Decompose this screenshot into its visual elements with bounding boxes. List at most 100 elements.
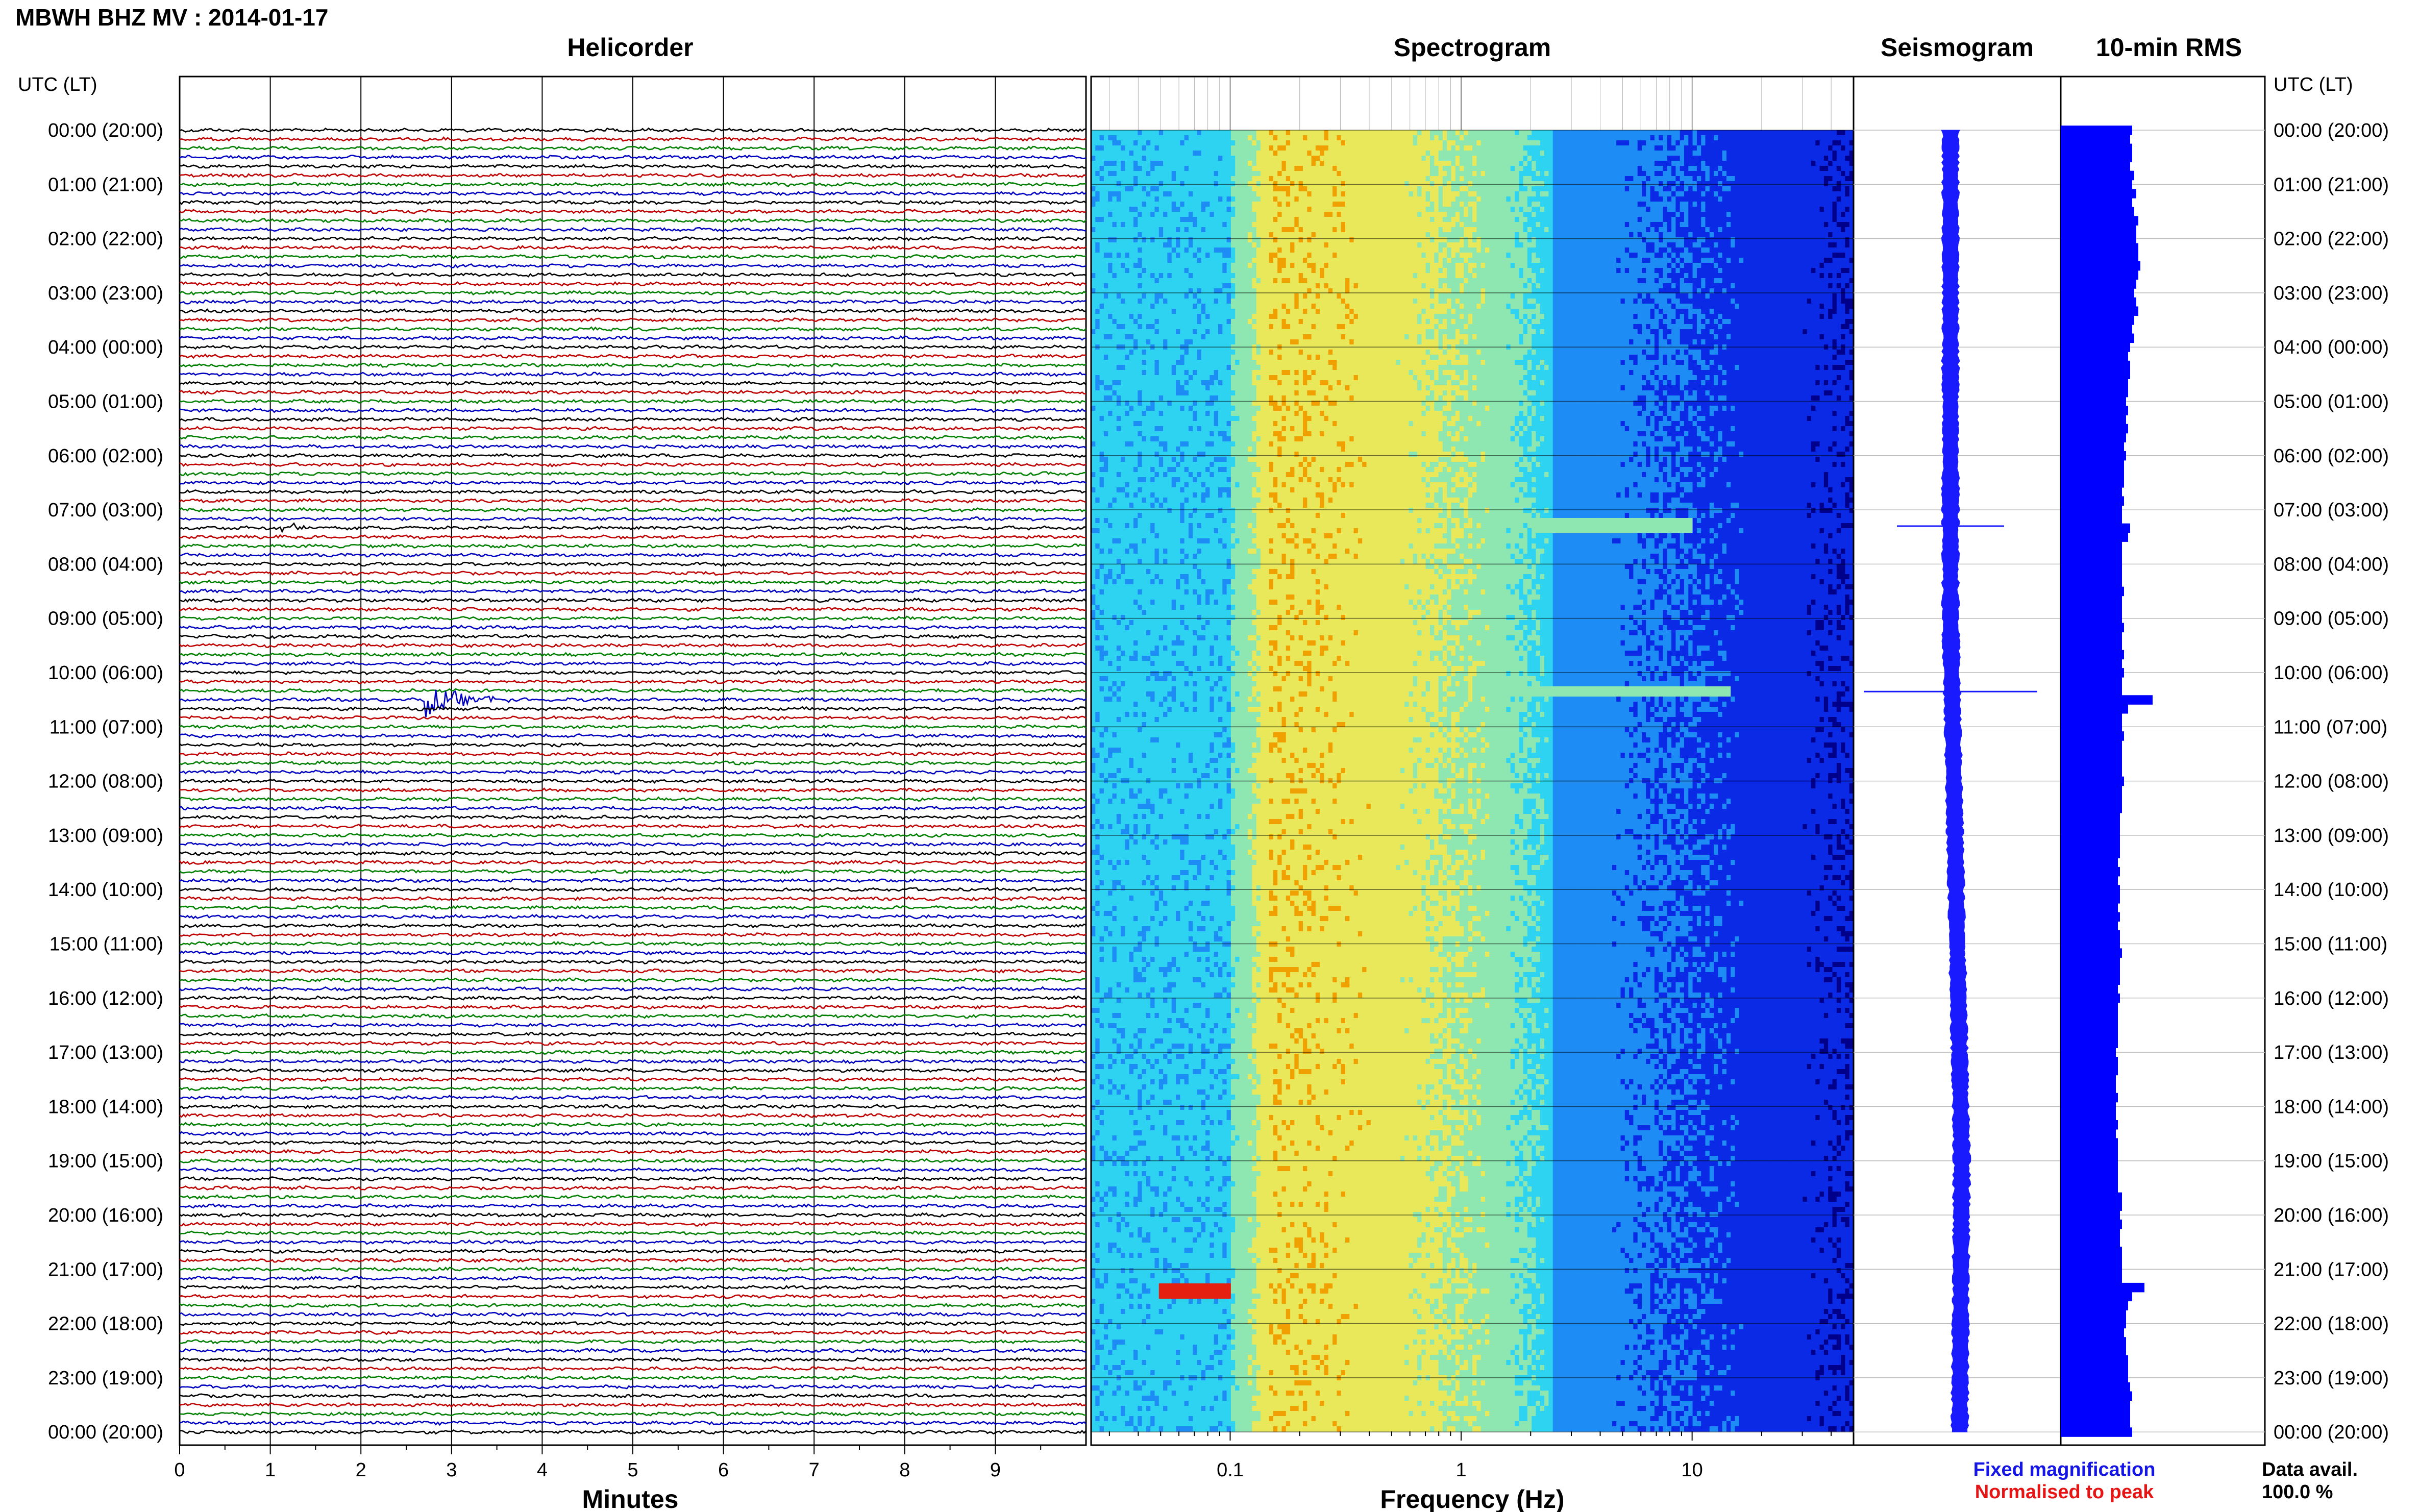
spectrogram-cell [1841,140,1845,146]
spectrogram-cell [1536,140,1541,146]
spectrogram-cell [1142,151,1147,156]
spectrogram-cell [1684,145,1689,151]
spectrogram-cell [1697,181,1701,187]
spectrogram-cell [1252,151,1256,156]
spectrogram-cell [1722,151,1727,156]
spectrogram-cell [1447,186,1451,192]
spectrogram-cell [1113,156,1117,161]
spectrogram-cell [1540,171,1545,177]
spectrogram-cell [1599,145,1604,151]
spectrogram-cell [1172,191,1176,197]
spectrogram-cell [1561,186,1566,192]
time-label-right: 21:00 (17:00) [2274,1259,2389,1280]
spectrogram-cell [1138,140,1142,146]
spectrogram-cell [1511,186,1515,192]
time-label-right: 00:00 (20:00) [2274,120,2389,141]
spectrogram-cell [1532,145,1536,151]
spectrogram-cell [1265,151,1269,156]
spectrogram-cell [1312,191,1316,197]
spectrogram-cell [1468,166,1473,171]
spectrogram-cell [1655,181,1659,187]
spectrogram-cell [1155,186,1159,192]
spectrogram-cell [1252,171,1256,177]
spectrogram-cell [1417,145,1422,151]
spectrogram-cell [1294,130,1299,136]
spectrogram-cell [1680,156,1685,161]
spectrogram-cell [1638,135,1642,141]
spectrogram-cell [1421,130,1426,136]
spectrogram-cell [1798,176,1803,182]
spectrogram-cell [1532,186,1536,192]
spectrogram-cell [1388,176,1392,182]
spectrogram-cell [1421,140,1426,146]
spectrogram-cell [1506,166,1511,171]
spectrogram-cell [1332,135,1337,141]
spectrogram-cell [1557,130,1562,136]
spectrogram-cell [1167,145,1172,151]
spectrogram-cell [1773,176,1778,182]
spectrogram-cell [1443,145,1447,151]
spectrogram-cell [1256,130,1261,136]
spectrogram-cell [1506,161,1511,166]
spectrogram-cell [1430,186,1435,192]
spectrogram-cell [1324,171,1329,177]
spectrogram-cell [1121,140,1125,146]
spectrogram-cell [1121,151,1125,156]
spectrogram-cell [1125,181,1129,187]
spectrogram-cell [1447,130,1451,136]
spectrogram-cell [1240,151,1244,156]
spectrogram-cell [1113,130,1117,136]
spectrogram-cell [1277,186,1282,192]
spectrogram-cell [1345,176,1350,182]
spectrogram-cell [1286,130,1291,136]
spectrogram-cell [1739,156,1744,161]
spectrogram-cell [1384,161,1388,166]
spectrogram-cell [1286,135,1291,141]
spectrogram-cell [1193,176,1197,182]
spectrogram-cell [1375,166,1379,171]
spectrogram-cell [1248,130,1252,136]
spectrogram-cell [1375,186,1379,192]
spectrogram-cell [1693,166,1697,171]
spectrogram-cell [1553,151,1558,156]
spectrogram-cell [1511,181,1515,187]
spectrogram-cell [1375,130,1379,136]
spectrogram-cell [1595,186,1600,192]
spectrogram-cell [1468,135,1473,141]
spectrogram-cell [1129,130,1134,136]
spectrogram-cell [1739,145,1744,151]
spectrogram-cell [1807,176,1812,182]
spectrogram-cell [1159,181,1164,187]
spectrogram-cell [1502,171,1507,177]
spectrogram-cell [1362,171,1367,177]
spectrogram-cell [1388,130,1392,136]
spectrogram-cell [1413,181,1418,187]
spectrogram-cell [1638,176,1642,182]
spectrogram-cell [1612,186,1617,192]
spectrogram-cell [1498,151,1502,156]
spectrogram-cell [1447,191,1451,197]
spectrogram-cell [1655,161,1659,166]
spectrogram-cell [1591,130,1595,136]
spectrogram-cell [1735,186,1740,192]
spectrogram-cell [1815,140,1820,146]
spectrogram-cell [1337,135,1341,141]
spectrogram-cell [1197,181,1202,187]
spectrogram-cell [1307,135,1312,141]
spectrogram-cell [1218,161,1223,166]
spectrogram-cell [1159,130,1164,136]
spectrogram-cell [1193,130,1197,136]
spectrogram-cell [1320,176,1324,182]
spectrogram-cell [1176,186,1180,192]
spectrogram-cell [1451,156,1456,161]
spectrogram-cell [1231,176,1236,182]
spectrogram-cell [1489,135,1494,141]
spectrogram-cell [1710,151,1714,156]
spectrogram-cell [1205,135,1210,141]
spectrogram-cell [1650,140,1655,146]
spectrogram-cell [1252,145,1256,151]
spectrogram-cell [1176,161,1180,166]
spectrogram-cell [1515,135,1519,141]
spectrogram-cell [1244,135,1248,141]
spectrogram-cell [1345,140,1350,146]
